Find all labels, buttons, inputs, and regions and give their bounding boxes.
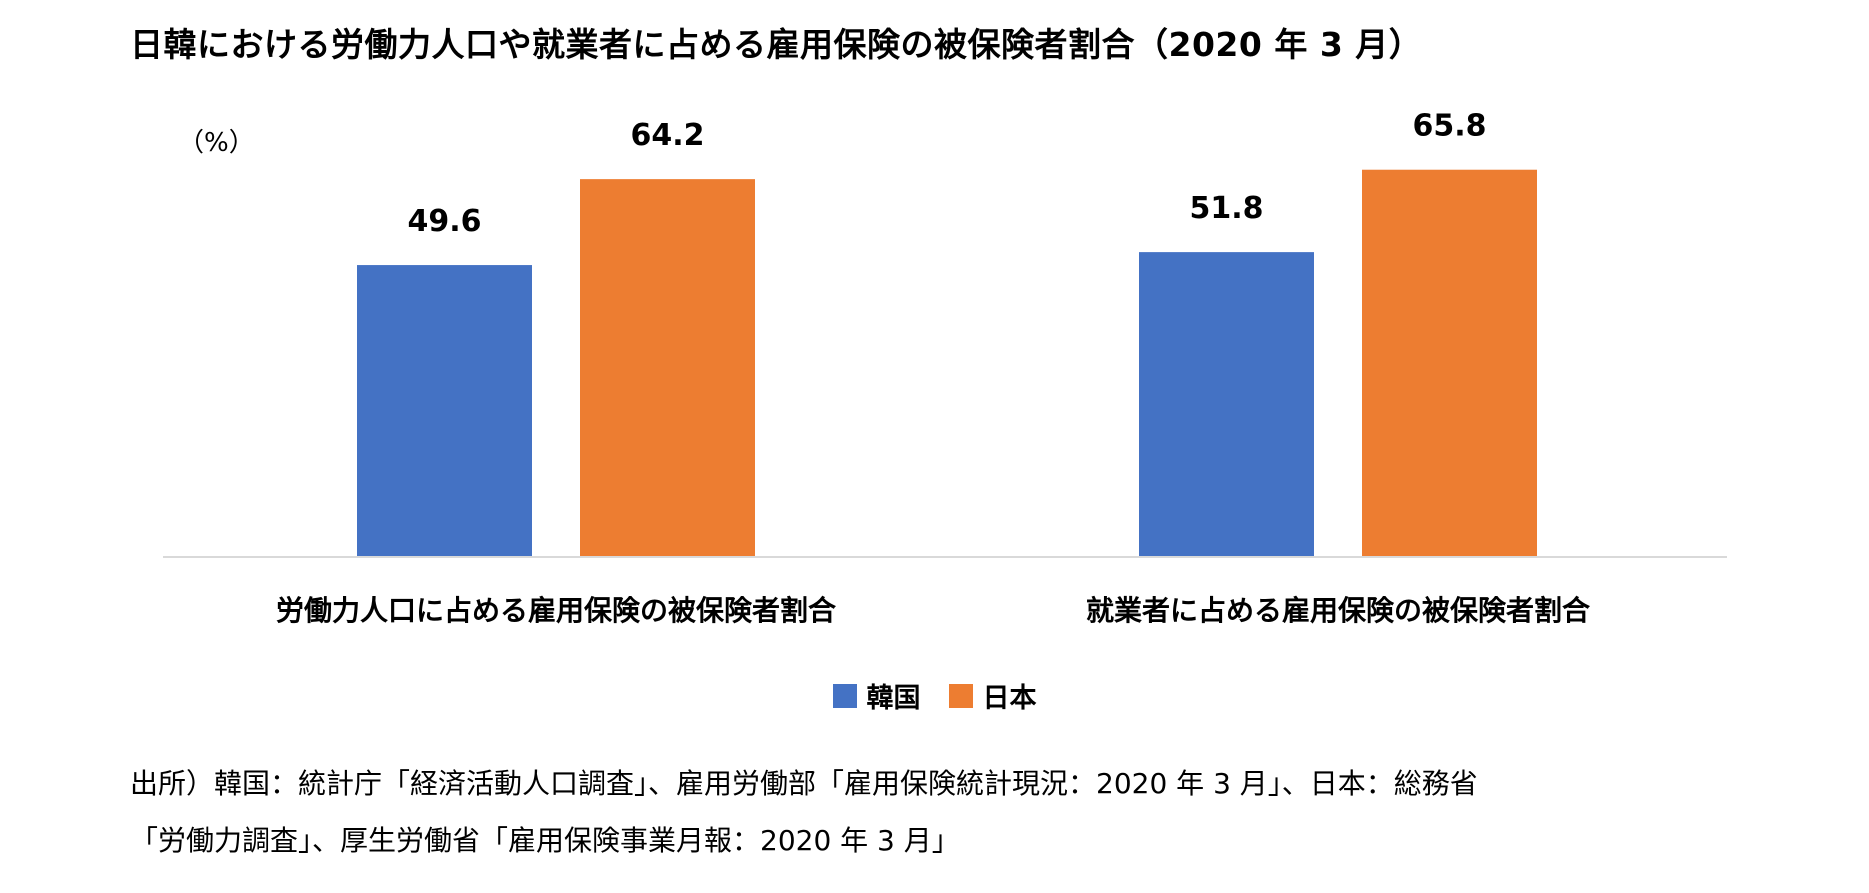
bar-korea-category-1 — [357, 265, 532, 557]
legend-swatch-japan — [948, 683, 973, 708]
legend-label-korea: 韓国 — [866, 683, 921, 714]
legend: 韓国 日本 — [0, 676, 1869, 715]
legend-item-japan: 日本 — [948, 676, 1037, 715]
source-line-2: 「労働力調査」、厚生労働省「雇用保険事業月報：2020 年 3 月」 — [130, 824, 960, 857]
bar-japan-category-1 — [580, 179, 755, 557]
x-tick-label-category-2: 就業者に占める雇用保険の被保険者割合 — [1086, 594, 1591, 627]
x-tick-label-category-1: 労働力人口に占める雇用保険の被保険者割合 — [276, 594, 837, 627]
data-label-japan-category-2: 65.8 — [1412, 109, 1486, 144]
chart-title: 日韓における労働力人口や就業者に占める雇用保険の被保険者割合（2020 年 3 … — [130, 25, 1423, 64]
legend-swatch-korea — [832, 683, 857, 708]
legend-item-korea: 韓国 — [832, 676, 921, 715]
bar-korea-category-2 — [1139, 252, 1314, 557]
bar-japan-category-2 — [1362, 169, 1537, 557]
y-axis-unit-label: （%） — [178, 128, 255, 158]
data-label-korea-category-2: 51.8 — [1189, 191, 1263, 226]
source-note: 出所）韓国：統計庁「経済活動人口調査」、雇用労働部「雇用保険統計現況：2020 … — [130, 755, 1478, 869]
source-line-1: 出所）韓国：統計庁「経済活動人口調査」、雇用労働部「雇用保険統計現況：2020 … — [130, 767, 1478, 800]
legend-label-japan: 日本 — [982, 683, 1037, 714]
data-label-korea-category-1: 49.6 — [407, 204, 481, 239]
data-label-japan-category-1: 64.2 — [630, 118, 704, 153]
